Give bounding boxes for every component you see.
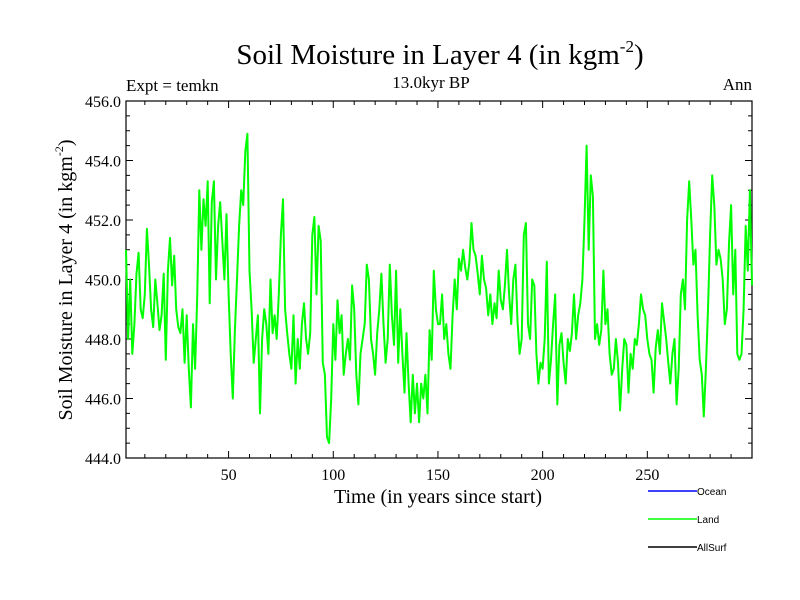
x-tick-label: 50 [221, 467, 237, 484]
y-tick-label: 456.0 [85, 94, 121, 111]
chart-title: Soil Moisture in Layer 4 (in kgm-2) [236, 37, 643, 71]
series-line-land [125, 132, 753, 445]
experiment-label: Expt = temkn [126, 76, 219, 95]
x-tick-label: 250 [635, 467, 659, 484]
plot-frame [125, 100, 753, 459]
y-tick-label: 444.0 [85, 451, 121, 468]
x-tick-label: 100 [321, 467, 345, 484]
x-tick-label: 150 [426, 467, 450, 484]
legend: Ocean Land AllSurf [648, 487, 727, 554]
y-tick-label: 452.0 [85, 213, 121, 230]
legend-label-ocean: Ocean [697, 487, 726, 498]
y-tick-label: 454.0 [85, 154, 121, 171]
season-label: Ann [723, 75, 753, 94]
y-tick-label: 450.0 [85, 273, 121, 290]
subtitle: 13.0kyr BP [392, 73, 469, 92]
legend-label-allsurf: AllSurf [697, 543, 727, 554]
x-axis: 50 100 150 200 250 [144, 101, 732, 484]
y-tick-label: 448.0 [85, 332, 121, 349]
legend-label-land: Land [697, 515, 719, 526]
x-tick-label: 200 [531, 467, 555, 484]
y-axis: 444.0 446.0 448.0 450.0 452.0 454.0 456.0 [85, 94, 752, 468]
series-group [125, 132, 753, 445]
y-axis-label: Soil Moisture in Layer 4 (in kgm-2) [52, 139, 77, 420]
y-tick-label: 446.0 [85, 392, 121, 409]
x-axis-label: Time (in years since start) [334, 486, 542, 508]
